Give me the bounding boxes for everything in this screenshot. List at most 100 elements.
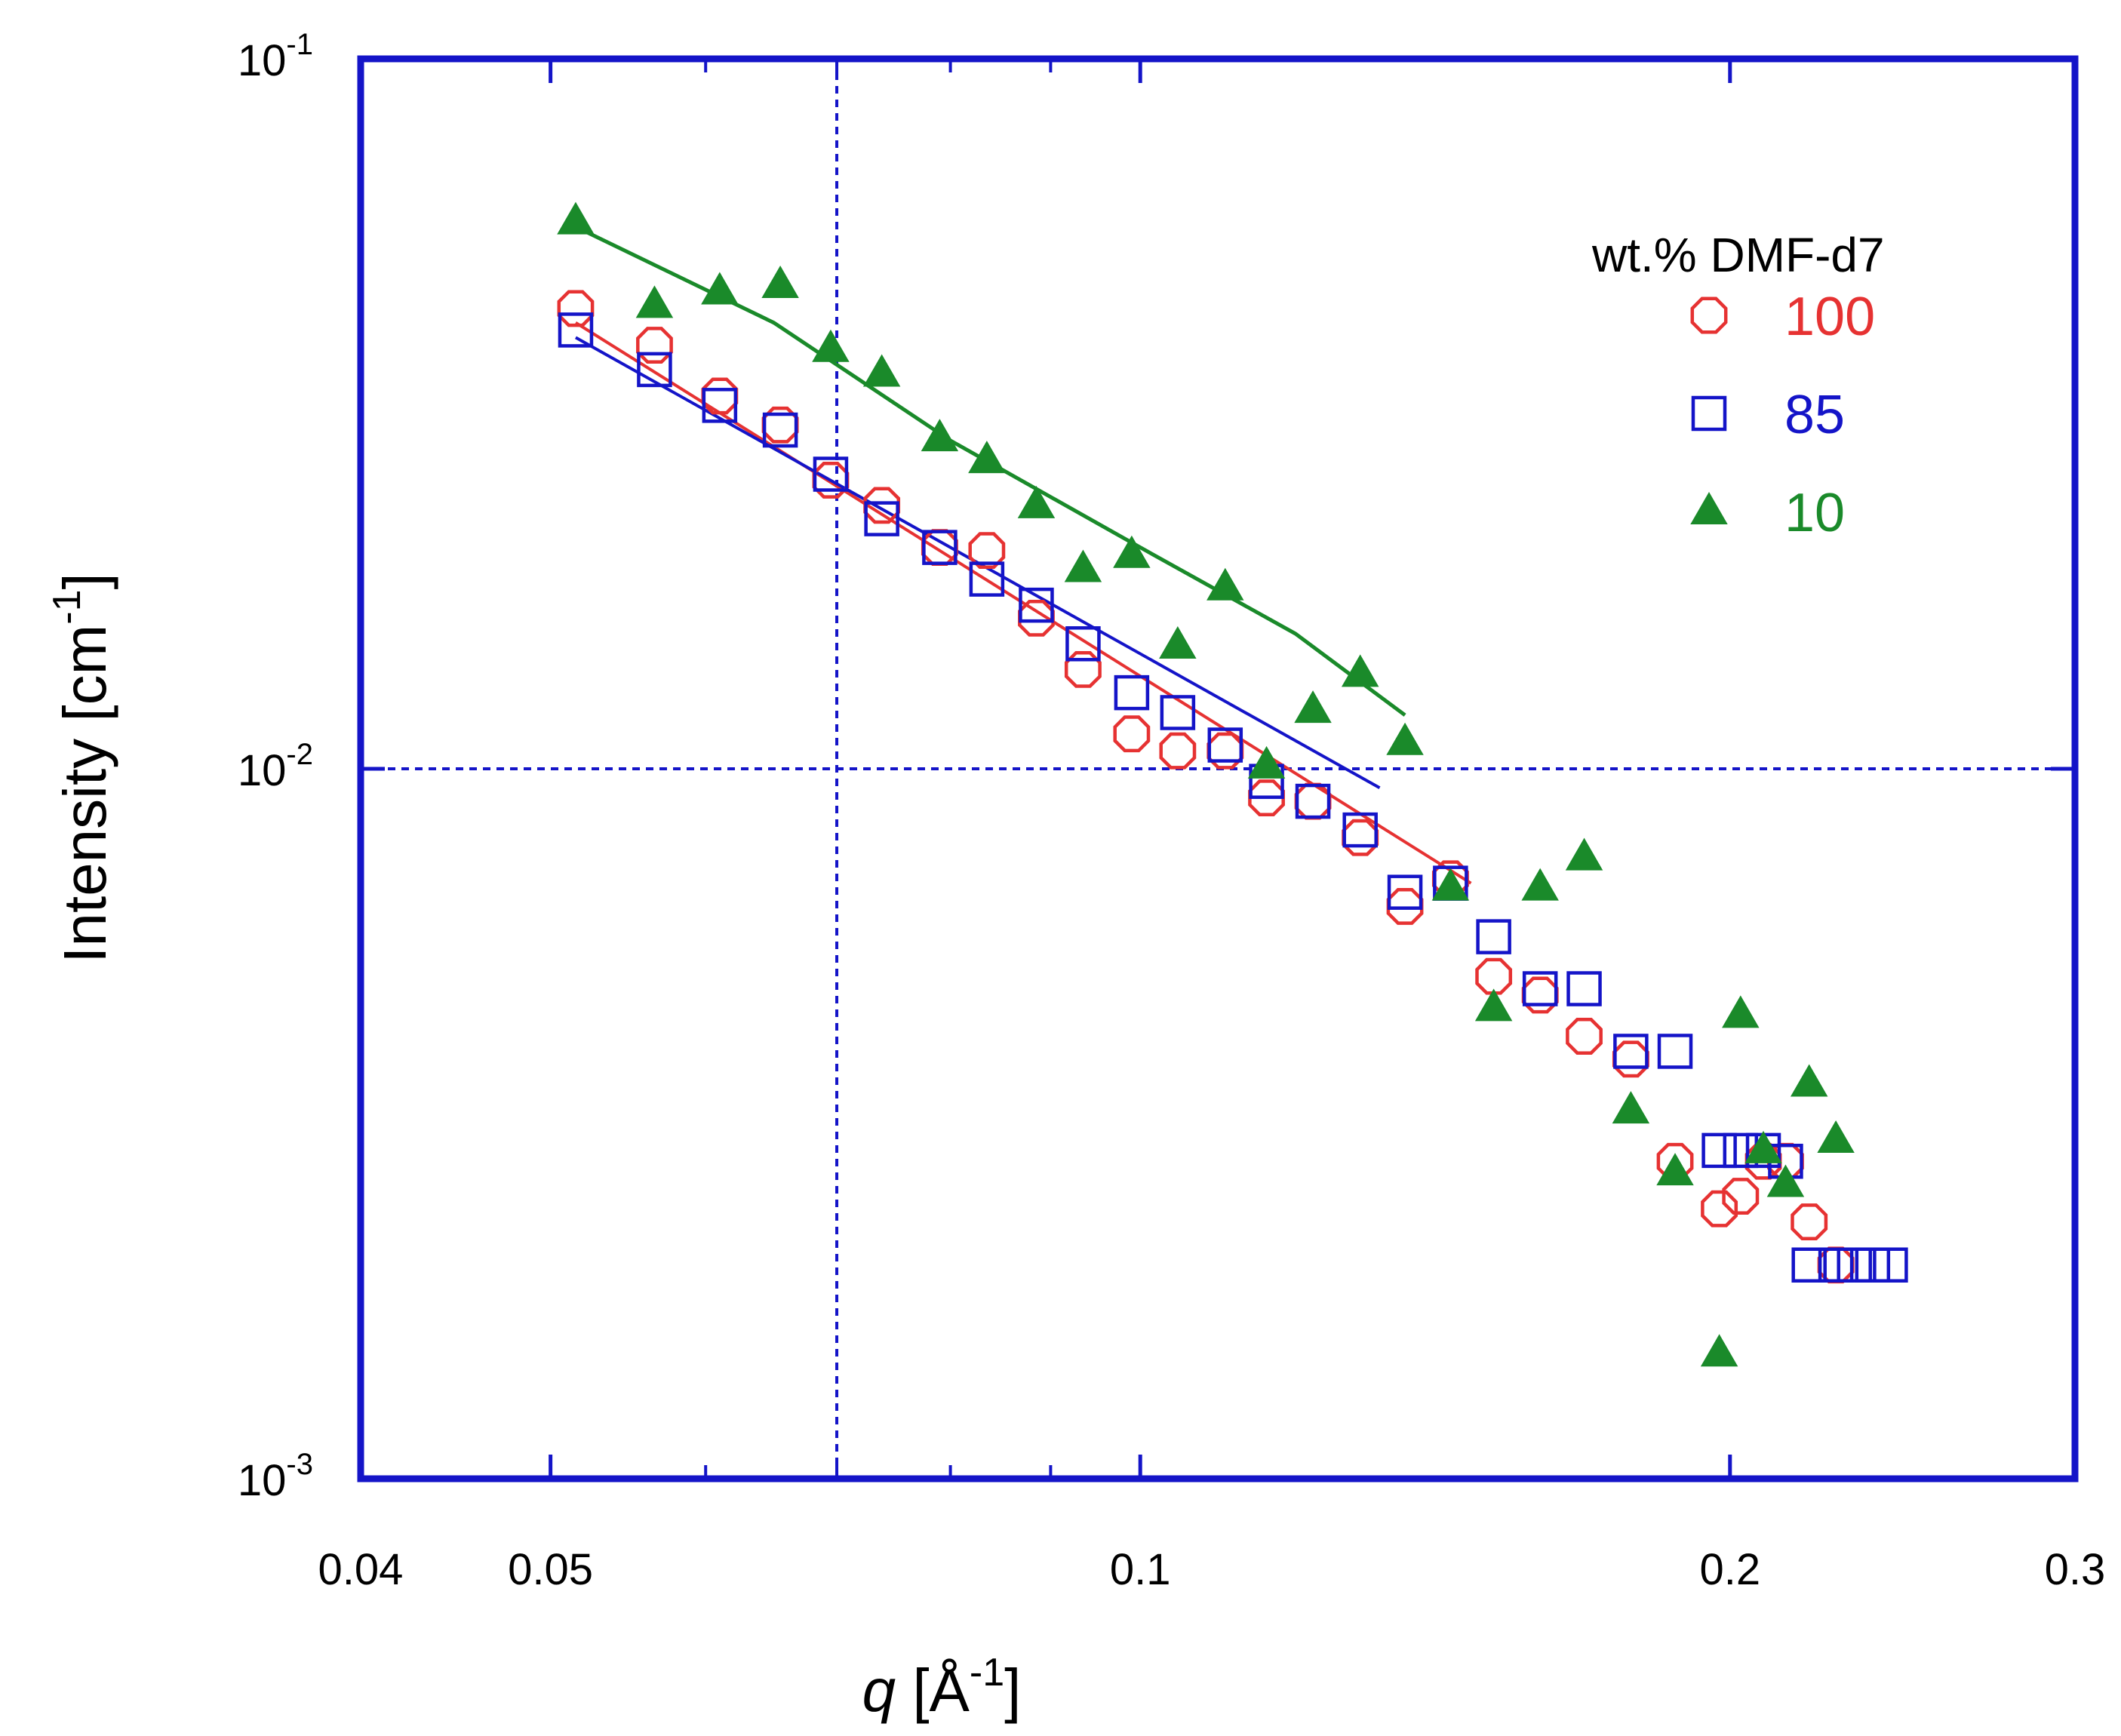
- y-axis-title: Intensity [cm-1]: [45, 573, 118, 963]
- data-point-square: [1065, 626, 1101, 662]
- data-point-square: [1818, 1247, 1854, 1283]
- data-point-square: [1114, 674, 1150, 711]
- data-point-square: [969, 561, 1005, 597]
- legend-label-100: 100: [1784, 287, 1875, 347]
- data-point-triangle: [1294, 690, 1332, 724]
- legend-label-10: 10: [1784, 483, 1845, 543]
- data-point-triangle: [1064, 549, 1102, 582]
- data-point-square: [1342, 812, 1378, 848]
- data-point-circle: [1566, 1018, 1603, 1055]
- fit-line-100: [574, 321, 1472, 885]
- fit-lines: [574, 225, 1472, 885]
- data-point-triangle: [1207, 567, 1244, 601]
- y-tick-label: 10-2: [238, 738, 313, 795]
- data-point-square: [1019, 587, 1054, 623]
- data-point-square: [1837, 1247, 1872, 1283]
- data-point-triangle: [1113, 535, 1151, 568]
- data-point-square: [637, 352, 672, 388]
- data-point-circle: [1521, 976, 1559, 1014]
- data-point-triangle: [1700, 1334, 1738, 1367]
- data-point-square: [864, 501, 899, 536]
- data-point-triangle: [1817, 1120, 1855, 1154]
- tick-labels: 0.04 0.05 0.1 0.2 0.3 10-1 10-2 10-3: [238, 28, 2105, 1594]
- legend-marker-100: [1690, 297, 1728, 334]
- data-point-circle: [968, 532, 1006, 570]
- data-point-triangle: [1341, 654, 1379, 687]
- data-point-square: [922, 530, 958, 565]
- data-point-triangle: [1474, 988, 1513, 1022]
- data-point-circle: [1159, 732, 1197, 770]
- data-point-circle: [1113, 715, 1151, 753]
- data-point-triangle: [1766, 1164, 1805, 1197]
- data-point-circle: [1791, 1203, 1828, 1241]
- data-point-triangle: [557, 201, 595, 235]
- axis-ticks: [358, 57, 2077, 1481]
- data-point-square: [762, 412, 798, 448]
- legend-marker-85: [1691, 395, 1727, 432]
- data-point-triangle: [812, 329, 850, 362]
- data-point-square: [558, 312, 594, 348]
- data-point-triangle: [1790, 1064, 1828, 1097]
- data-point-triangle: [1565, 837, 1603, 871]
- data-point-triangle: [1744, 1130, 1782, 1163]
- legend-label-85: 85: [1784, 385, 1845, 445]
- data-point-square: [1791, 1247, 1827, 1283]
- data-point-triangle: [1656, 1153, 1694, 1186]
- data-point-square: [1873, 1247, 1908, 1283]
- data-point-triangle: [968, 441, 1006, 474]
- x-tick-label: 0.2: [1699, 1545, 1760, 1594]
- data-point-circle: [1294, 782, 1332, 820]
- data-point-square: [1613, 1034, 1649, 1069]
- data-point-square: [1476, 919, 1511, 954]
- data-point-circle: [701, 377, 739, 415]
- data-point-triangle: [1431, 868, 1470, 901]
- data-point-square: [702, 388, 738, 423]
- data-point-square: [1207, 727, 1243, 763]
- data-point-square: [1295, 783, 1331, 819]
- x-tick-label: 0.1: [1110, 1545, 1171, 1594]
- x-tick-label: 0.05: [508, 1545, 593, 1594]
- data-point-triangle: [1159, 626, 1197, 659]
- data-point-circle: [1475, 957, 1513, 995]
- data-point-square: [1522, 971, 1558, 1006]
- legend-marker-10: [1690, 491, 1728, 524]
- legend-title: wt.% DMF-d7: [1591, 228, 1885, 282]
- data-point-square: [1701, 1132, 1737, 1169]
- legend-entries: 100 85 10: [1690, 287, 1875, 543]
- x-axis-title: q [Å-1]: [862, 1651, 1022, 1724]
- data-point-circle: [1342, 819, 1379, 856]
- data-point-circle: [863, 487, 901, 524]
- data-point-circle: [636, 327, 673, 364]
- data-point-triangle: [921, 419, 959, 452]
- data-point-triangle: [1386, 722, 1424, 755]
- data-point-circle: [557, 290, 595, 327]
- data-point-circle: [1722, 1178, 1760, 1215]
- data-point-square: [1160, 695, 1196, 730]
- data-point-square: [1657, 1034, 1693, 1069]
- data-point-square: [1566, 971, 1602, 1006]
- legend: wt.% DMF-d7 100 85 10: [1591, 228, 1885, 543]
- y-tick-label: 10-3: [238, 1448, 313, 1505]
- data-point-triangle: [1612, 1091, 1650, 1124]
- data-point-triangle: [1017, 485, 1056, 518]
- data-point-circle: [1612, 1040, 1649, 1078]
- data-point-triangle: [761, 265, 799, 298]
- data-point-square: [813, 456, 849, 492]
- data-point-triangle: [635, 285, 674, 318]
- data-points: [557, 201, 1908, 1367]
- fit-line-10: [574, 225, 1406, 717]
- data-point-triangle: [862, 354, 901, 387]
- y-tick-label: 10-1: [238, 28, 313, 85]
- data-point-square: [1855, 1247, 1891, 1283]
- x-tick-label: 0.3: [2045, 1545, 2106, 1594]
- data-point-circle: [1386, 887, 1424, 925]
- data-point-circle: [1701, 1190, 1738, 1227]
- data-point-triangle: [701, 272, 739, 305]
- data-point-triangle: [1722, 995, 1760, 1028]
- data-point-circle: [1064, 650, 1102, 688]
- data-point-triangle: [1247, 745, 1286, 779]
- data-point-triangle: [1521, 868, 1559, 901]
- x-tick-label: 0.04: [318, 1545, 404, 1594]
- data-point-square: [1387, 874, 1423, 910]
